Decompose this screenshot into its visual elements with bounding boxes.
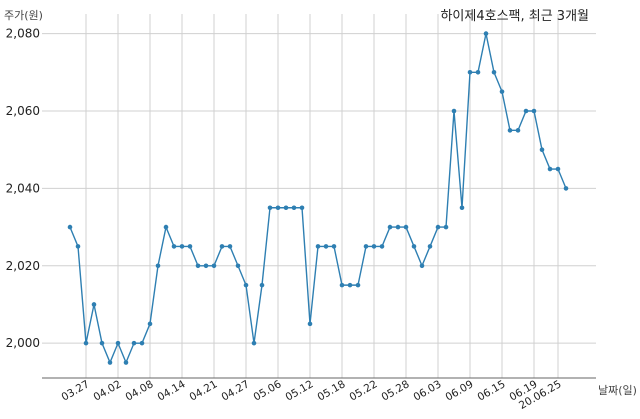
y-axis: 2,000 2,020 2,040 2,060 2,080 [6, 27, 40, 351]
x-tick-label: 05.28 [379, 378, 411, 403]
data-point [539, 147, 545, 152]
data-point [275, 205, 281, 211]
x-tick-label: 04.21 [187, 378, 219, 403]
data-point [107, 360, 113, 365]
data-point [427, 244, 433, 249]
x-axis-label: 날짜(일) [598, 383, 637, 397]
data-point [235, 263, 241, 269]
data-point [411, 244, 417, 249]
data-point [515, 128, 521, 133]
y-axis-label: 주가(원) [4, 9, 43, 22]
data-point [91, 302, 97, 307]
data-point [307, 321, 313, 327]
x-tick-label: 06.03 [411, 378, 443, 403]
x-tick-label: 03.27 [59, 378, 91, 403]
data-point [499, 89, 505, 94]
data-point [563, 186, 569, 191]
data-point [475, 70, 481, 75]
x-tick-label: 05.12 [283, 378, 315, 403]
data-point [347, 282, 353, 288]
data-point [451, 108, 457, 114]
data-point [67, 224, 73, 230]
data-point [227, 244, 233, 249]
data-point [211, 263, 217, 269]
data-point [187, 244, 193, 249]
x-tick-label: 04.08 [123, 378, 155, 403]
data-point [371, 244, 377, 249]
data-point [155, 263, 161, 269]
data-point [323, 244, 329, 249]
data-point [491, 70, 497, 75]
y-tick-label: 2,000 [6, 336, 40, 350]
data-point [219, 244, 225, 249]
data-points [67, 31, 569, 365]
data-point [179, 244, 185, 249]
x-tick-label: 06.09 [443, 378, 475, 403]
x-tick-label: 05.18 [315, 378, 347, 403]
data-point [75, 244, 81, 249]
x-axis: 03.27 04.02 04.08 04.14 04.21 04.27 05.06 05.12… [59, 378, 563, 412]
data-point [531, 108, 537, 114]
data-point [443, 224, 449, 230]
data-point [363, 244, 369, 249]
data-point [459, 205, 465, 211]
grid [42, 14, 596, 378]
y-tick-label: 2,060 [6, 104, 40, 118]
data-point [163, 224, 169, 230]
data-point [419, 263, 425, 269]
data-point [243, 282, 249, 288]
data-point [203, 263, 209, 269]
data-point [523, 108, 529, 114]
data-point [139, 340, 145, 346]
data-point [171, 244, 177, 249]
y-tick-label: 2,020 [6, 259, 40, 273]
x-tick-label: 04.27 [219, 378, 251, 403]
data-point [99, 340, 105, 346]
data-point [115, 340, 121, 346]
x-tick-label: 04.14 [155, 378, 187, 404]
data-point [387, 224, 393, 230]
x-tick-label: 04.02 [91, 378, 123, 403]
data-point [267, 205, 273, 211]
data-point [83, 340, 89, 346]
data-point [403, 224, 409, 230]
data-point [555, 166, 561, 172]
y-tick-label: 2,040 [6, 181, 40, 195]
data-point [147, 321, 153, 327]
data-point [483, 31, 489, 36]
x-tick-label: 06.15 [475, 378, 507, 403]
data-point [195, 263, 201, 269]
data-point [355, 282, 361, 288]
data-point [379, 244, 385, 249]
data-point [123, 360, 129, 365]
data-point [299, 205, 305, 211]
x-tick-label: 05.06 [251, 378, 283, 404]
data-point [339, 282, 345, 288]
data-point [315, 244, 321, 249]
data-point [291, 205, 297, 211]
y-tick-label: 2,080 [6, 27, 40, 41]
data-point [395, 224, 401, 230]
data-point [259, 282, 265, 288]
price-line [69, 33, 567, 365]
x-tick-label: 05.22 [347, 378, 379, 403]
data-point [331, 244, 337, 249]
data-point [251, 340, 257, 346]
data-point [435, 224, 441, 230]
data-point [507, 128, 513, 133]
data-point [131, 340, 137, 346]
data-point [467, 70, 473, 75]
data-point [547, 166, 553, 172]
data-point [283, 205, 289, 211]
chart-title: 하이제4호스팩, 최근 3개월 [440, 9, 589, 24]
